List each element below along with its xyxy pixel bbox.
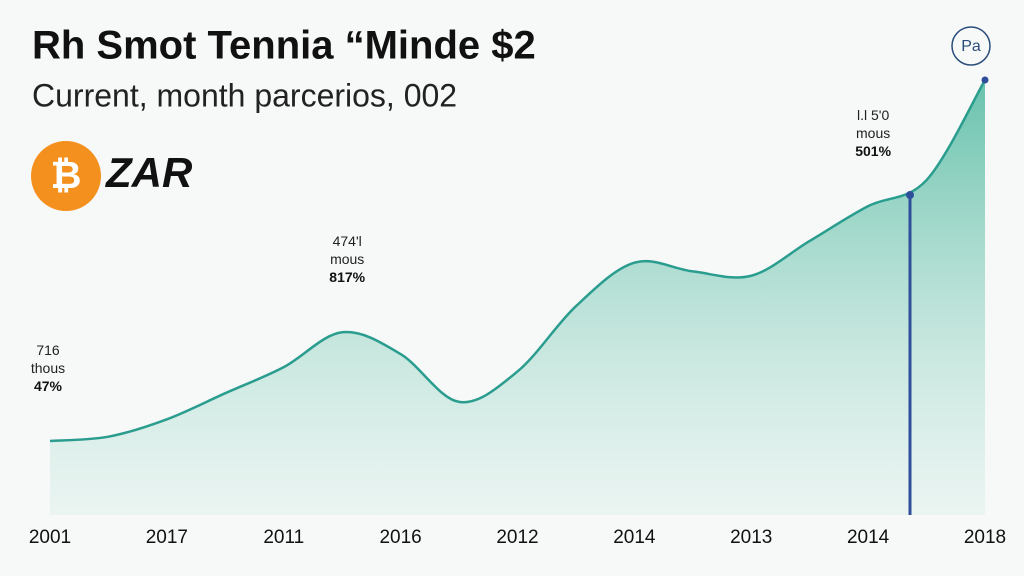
- marker-dot: [906, 191, 914, 199]
- annotation: 716: [36, 342, 60, 358]
- annotation: 817%: [329, 269, 365, 285]
- badge-ring: [951, 26, 991, 66]
- annotation: l.l 5'0: [857, 107, 889, 123]
- x-tick-label: 2001: [29, 527, 71, 548]
- x-tick-label: 2014: [613, 527, 656, 548]
- area: [50, 80, 985, 515]
- x-tick-label: 2014: [847, 527, 890, 548]
- x-tick-label: 2011: [263, 527, 304, 548]
- line: [49, 79, 987, 443]
- annotation: mous: [856, 125, 890, 141]
- chart-subtitle: Current, month parcerios, 002: [32, 77, 457, 113]
- coin-symbol: ₿: [51, 155, 82, 197]
- annotation: 501%: [855, 143, 891, 159]
- badge: Pa: [961, 38, 981, 55]
- currency-label: ZAR: [105, 149, 193, 196]
- x-tick-label: 2016: [379, 527, 421, 548]
- x-tick-label: 2018: [964, 527, 1006, 548]
- annotation: thous: [31, 360, 65, 376]
- coin-icon: [31, 141, 101, 211]
- x-tick-label: 2013: [730, 527, 772, 548]
- chart-title: Rh Smot Tennia “Minde $2: [32, 24, 536, 68]
- annotation: 47%: [34, 378, 63, 394]
- annotation: mous: [330, 251, 364, 267]
- x-tick-label: 2012: [496, 527, 538, 548]
- annotation: 474'l: [333, 233, 362, 249]
- end-dot: [981, 76, 989, 84]
- x-tick-label: 2017: [146, 527, 188, 548]
